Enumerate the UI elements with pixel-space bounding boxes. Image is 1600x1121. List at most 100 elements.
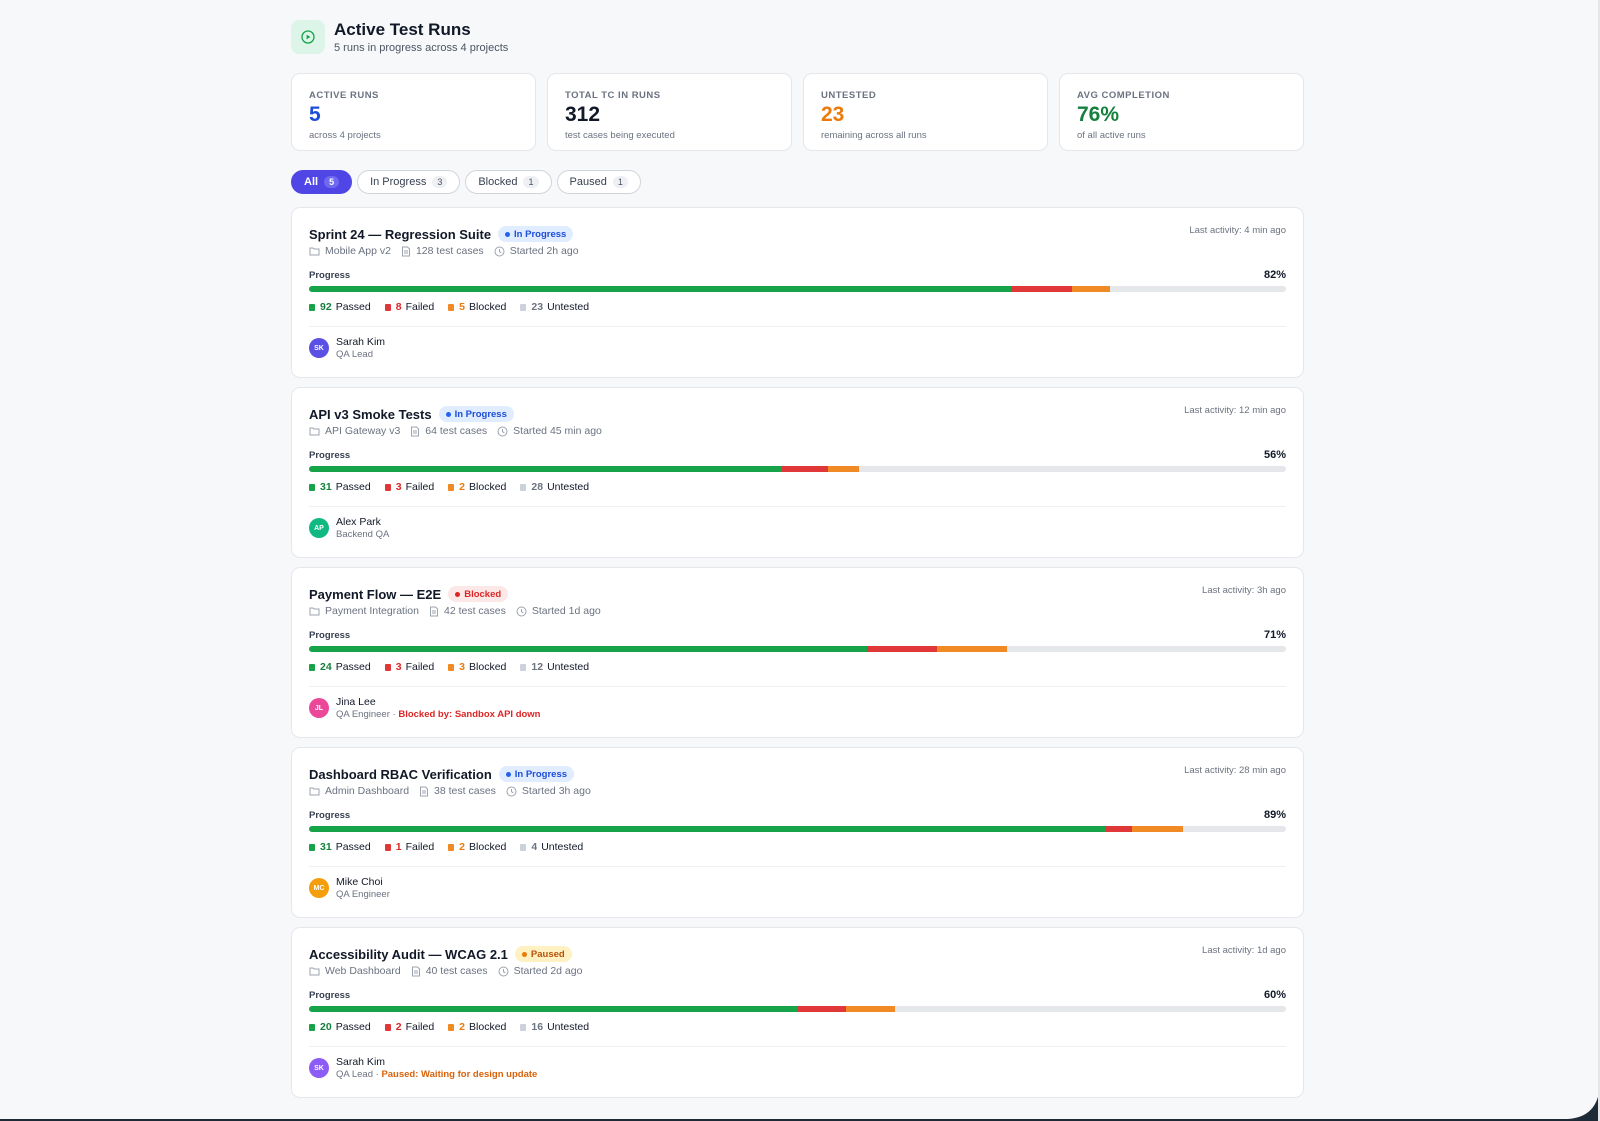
legend-blocked: 2 Blocked: [448, 1021, 506, 1033]
stat-value: 23: [821, 103, 845, 126]
failed-swatch-icon: [384, 483, 391, 491]
stat-note: across 4 projects: [309, 130, 381, 141]
status-badge: In Progress: [498, 766, 575, 782]
result-legend: 31 Passed 1 Failed 2 Blocked 4 Untested: [309, 840, 1286, 854]
meta-cases: 64 test cases: [410, 425, 487, 437]
run-title[interactable]: API v3 Smoke Tests: [309, 406, 432, 422]
stat-card-active-runs: ACTIVE RUNS 5 across 4 projects: [291, 73, 536, 151]
blocked-swatch-icon: [448, 843, 455, 851]
blocked-label: Blocked: [469, 841, 507, 853]
legend-failed: 3 Failed: [384, 481, 435, 493]
status-badge: In Progress: [438, 406, 514, 422]
started-time: Started 1d ago: [531, 605, 601, 617]
stat-value: 76%: [1077, 103, 1120, 126]
meta-project: Mobile App v2: [309, 245, 391, 257]
filter-tabs: All 5 In Progress 3 Blocked 1 Paused 1: [291, 170, 1304, 194]
folder-icon: [309, 427, 320, 436]
meta-project: Web Dashboard: [309, 965, 401, 977]
project-name: Payment Integration: [325, 605, 419, 617]
failed-swatch-icon: [384, 663, 391, 671]
test-case-count: 128 test cases: [415, 245, 484, 257]
page-title: Active Test Runs: [334, 20, 471, 39]
result-legend: 92 Passed 8 Failed 5 Blocked 23 Untested: [309, 300, 1286, 314]
status-dot-icon: [455, 591, 461, 597]
legend-blocked: 3 Blocked: [448, 661, 506, 673]
meta-started: Started 2h ago: [494, 245, 579, 257]
untested-swatch-icon: [520, 1023, 527, 1031]
run-card-accessibility-audit-wcag-2-1[interactable]: Accessibility Audit — WCAG 2.1 Paused La…: [291, 927, 1304, 1098]
divider: [309, 686, 1286, 687]
run-card-api-v3-smoke-tests[interactable]: API v3 Smoke Tests In Progress Last acti…: [291, 387, 1304, 558]
legend-untested: 23 Untested: [520, 301, 589, 313]
clock-icon: [497, 426, 508, 436]
owner-role-line: QA Engineer: [336, 889, 390, 900]
run-card-payment-flow-e2e[interactable]: Payment Flow — E2E Blocked Last activity…: [291, 567, 1304, 738]
blocked-count: 2: [459, 1021, 466, 1033]
last-activity: Last activity: 3h ago: [1202, 585, 1286, 596]
run-title[interactable]: Sprint 24 — Regression Suite: [309, 226, 492, 242]
failed-count: 3: [395, 481, 402, 493]
run-title[interactable]: Accessibility Audit — WCAG 2.1: [309, 946, 508, 962]
untested-swatch-icon: [520, 663, 527, 671]
owner-name: Mike Choi: [336, 876, 383, 888]
divider: [309, 1046, 1286, 1047]
project-name: API Gateway v3: [325, 425, 401, 437]
avatar: SK: [309, 338, 329, 358]
failed-count: 8: [395, 301, 402, 313]
progress-segment-passed: [309, 466, 783, 472]
tab-all[interactable]: All 5: [291, 170, 353, 194]
tab-count: 1: [612, 176, 628, 188]
progress-segment-failed: [867, 646, 938, 652]
run-status-note: Paused: Waiting for design update: [381, 1069, 538, 1080]
page-header: Active Test Runs 5 runs in progress acro…: [291, 20, 1304, 54]
run-title[interactable]: Payment Flow — E2E: [309, 586, 442, 602]
legend-passed: 31 Passed: [309, 481, 371, 493]
tab-paused[interactable]: Paused 1: [556, 170, 641, 194]
progress-label: Progress: [309, 989, 351, 1001]
failed-label: Failed: [405, 481, 435, 493]
stat-card-avg-completion: AVG COMPLETION 76% of all active runs: [1059, 73, 1304, 151]
failed-swatch-icon: [384, 1023, 391, 1031]
owner-role: QA Engineer: [336, 709, 390, 720]
untested-swatch-icon: [520, 843, 527, 851]
progress-bar: [309, 286, 1286, 292]
document-icon: [411, 426, 420, 436]
legend-passed: 92 Passed: [309, 301, 371, 313]
tab-blocked[interactable]: Blocked 1: [465, 170, 552, 194]
untested-label: Untested: [547, 661, 590, 673]
passed-count: 92: [320, 301, 332, 313]
tab-label: Paused: [569, 176, 607, 188]
passed-count: 20: [320, 1021, 332, 1033]
result-legend: 20 Passed 2 Failed 2 Blocked 16 Untested: [309, 1020, 1286, 1034]
stat-value: 5: [309, 103, 321, 126]
run-card-sprint-24-regression-suite[interactable]: Sprint 24 — Regression Suite In Progress…: [291, 207, 1304, 378]
status-badge: Blocked: [448, 586, 509, 602]
untested-label: Untested: [547, 301, 590, 313]
owner-role-line: QA Engineer · Blocked by: Sandbox API do…: [336, 709, 541, 720]
blocked-count: 2: [459, 481, 466, 493]
document-icon: [411, 966, 420, 976]
run-header: Sprint 24 — Regression Suite In Progress: [309, 225, 1286, 243]
run-card-dashboard-rbac-verification[interactable]: Dashboard RBAC Verification In Progress …: [291, 747, 1304, 918]
progress-row: Progress 56%: [309, 448, 1286, 462]
passed-count: 24: [320, 661, 332, 673]
status-badge: Paused: [514, 946, 572, 962]
legend-failed: 8 Failed: [384, 301, 434, 313]
legend-untested: 4 Untested: [520, 841, 583, 853]
passed-label: Passed: [335, 1021, 371, 1033]
divider: [309, 866, 1286, 867]
meta-started: Started 1d ago: [516, 605, 601, 617]
tab-in-progress[interactable]: In Progress 3: [357, 170, 461, 194]
run-title[interactable]: Dashboard RBAC Verification: [309, 766, 492, 782]
passed-label: Passed: [335, 301, 371, 313]
stat-note: remaining across all runs: [821, 130, 927, 141]
progress-row: Progress 89%: [309, 808, 1286, 822]
progress-row: Progress 71%: [309, 628, 1286, 642]
owner-role: QA Engineer: [336, 889, 390, 900]
untested-label: Untested: [547, 1021, 590, 1033]
folder-icon: [309, 787, 320, 796]
run-header: Payment Flow — E2E Blocked: [309, 585, 1286, 603]
document-icon: [420, 786, 429, 796]
run-status-note: Blocked by: Sandbox API down: [398, 709, 541, 720]
owner-role-line: QA Lead · Paused: Waiting for design upd…: [336, 1069, 538, 1080]
